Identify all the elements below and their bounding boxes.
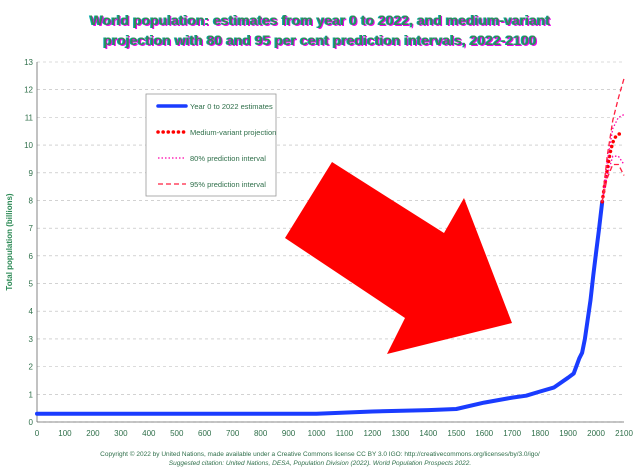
x-tick-label: 400: [142, 429, 156, 438]
legend: Year 0 to 2022 estimates Medium-variant p…: [145, 93, 277, 197]
x-tick-label: 1500: [447, 429, 465, 438]
chart-title-line-2: projection with 80 and 95 per cent predi…: [103, 32, 537, 48]
legend-label: 95% prediction interval: [190, 180, 266, 189]
x-tick-label: 700: [226, 429, 240, 438]
series-95-prediction-interval-upper: [601, 78, 625, 202]
y-tick-label: 10: [24, 141, 33, 150]
legend-box: [145, 93, 277, 197]
footer-citation: Suggested citation: United Nations, DESA…: [168, 460, 472, 467]
x-tick-label: 1200: [364, 429, 382, 438]
x-tick-label: 900: [282, 429, 296, 438]
series-80-prediction-interval-upper: [601, 114, 625, 202]
y-tick-label: 13: [24, 58, 33, 67]
x-tick-label: 1100: [336, 429, 354, 438]
legend-label: Year 0 to 2022 estimates: [190, 102, 273, 111]
x-tick-label: 1800: [531, 429, 549, 438]
x-tick-label: 100: [58, 429, 72, 438]
grid-lines: [37, 61, 624, 423]
footer-copyright: Copyright © 2022 by United Nations, made…: [100, 451, 540, 458]
x-tick-label: 1300: [391, 429, 409, 438]
y-tick-label: 8: [29, 196, 34, 205]
y-tick-label: 1: [29, 390, 34, 399]
series-medium-variant-projection: [600, 132, 626, 204]
series-95-prediction-interval-lower: [601, 163, 625, 202]
legend-label: 80% prediction interval: [190, 154, 266, 163]
series-group: [35, 78, 626, 416]
legend-label: Medium-variant projection: [190, 128, 276, 137]
y-tick-label: 12: [24, 86, 33, 95]
x-tick-label: 800: [254, 429, 268, 438]
y-tick-label: 5: [29, 280, 34, 289]
x-tick-label: 600: [198, 429, 212, 438]
x-tick-label: 200: [86, 429, 100, 438]
series-80-prediction-interval-lower: [601, 155, 625, 202]
red-arrow-overlay: [285, 162, 512, 354]
y-tick-label: 4: [29, 307, 34, 316]
y-tick-label: 11: [25, 113, 34, 122]
x-tick-label: 300: [114, 429, 128, 438]
x-tick-label: 1400: [419, 429, 437, 438]
x-tick-label: 1900: [559, 429, 577, 438]
x-tick-label: 500: [170, 429, 184, 438]
x-tick-label: 2000: [587, 429, 605, 438]
x-tick-label: 0: [35, 429, 40, 438]
y-tick-label: 7: [29, 224, 34, 233]
y-tick-label: 2: [29, 363, 34, 372]
y-axis-label: Total population (billions): [5, 193, 14, 291]
x-tick-label: 1600: [475, 429, 493, 438]
y-tick-label: 6: [29, 252, 34, 261]
x-tick-label: 1700: [503, 429, 521, 438]
x-tick-label: 1000: [308, 429, 326, 438]
y-tick-label: 3: [29, 335, 34, 344]
series-year-0-to-2022-estimates: [35, 199, 605, 416]
y-tick-label: 9: [29, 169, 34, 178]
y-tick-label: 0: [29, 418, 34, 427]
chart-title: World population: estimates from year 0 …: [0, 10, 640, 50]
chart-title-line-1: World population: estimates from year 0 …: [89, 12, 551, 28]
x-tick-label: 2100: [615, 429, 633, 438]
